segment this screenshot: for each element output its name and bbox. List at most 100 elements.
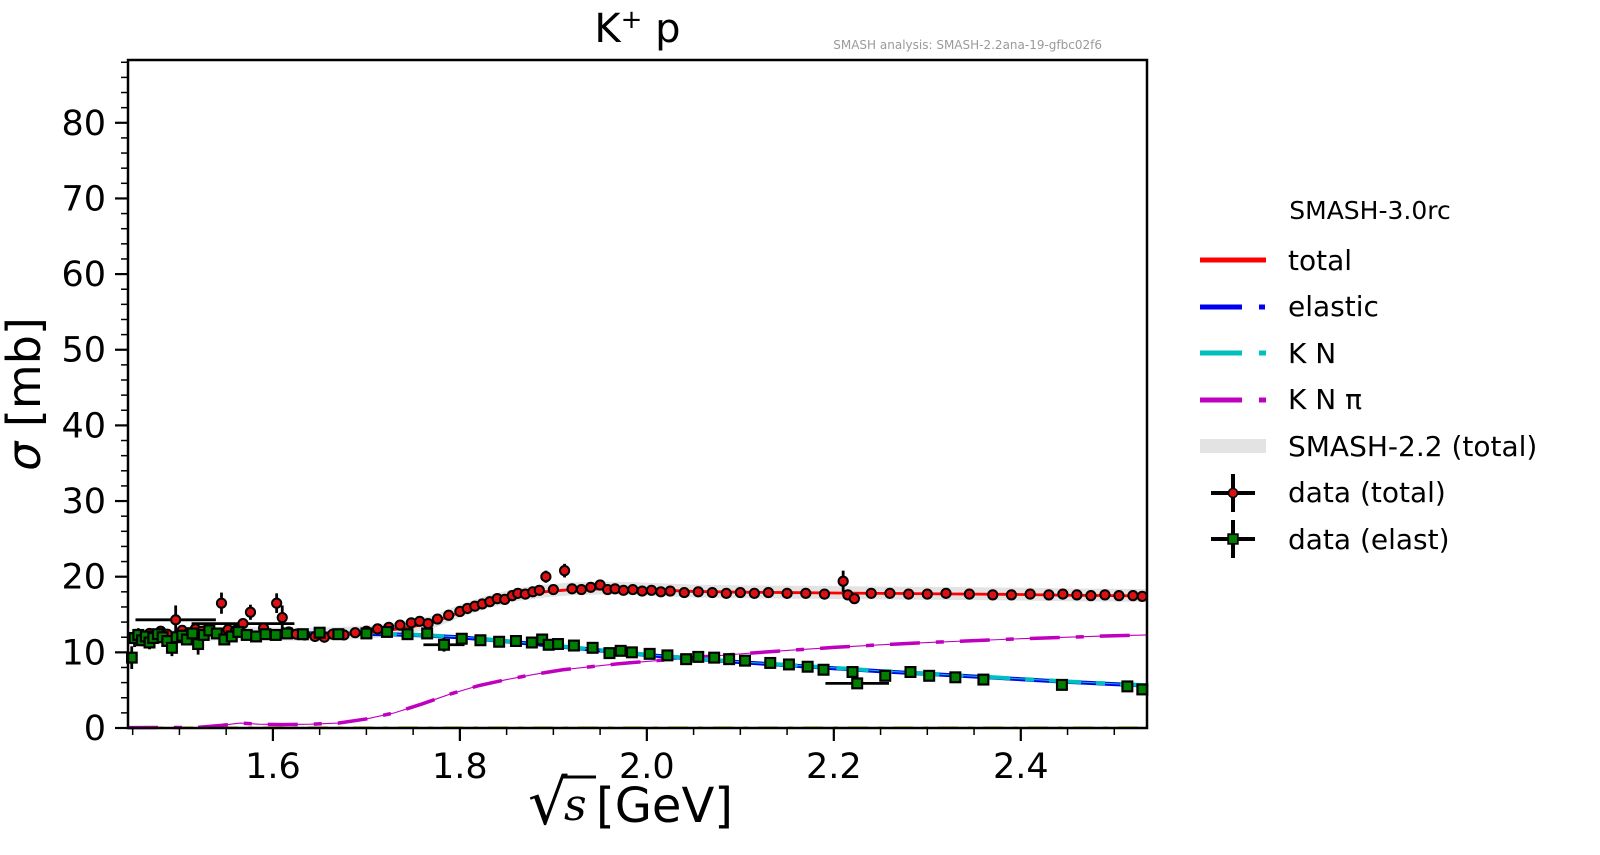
legend-item-total: total [1180, 237, 1580, 284]
x-axis: 1.6 1.8 2.0 2.2 2.4 [131, 728, 1116, 787]
data-point-data-total [1113, 590, 1125, 602]
data-point-data-elast [259, 628, 272, 641]
x-tick-label: 2.0 [619, 747, 675, 787]
data-point-data-total [1099, 589, 1111, 601]
data-point-data-total [244, 606, 257, 618]
legend-label-knpi: K N π [1288, 383, 1362, 417]
y-tick-label: 20 [61, 558, 106, 598]
data-point-data-total [547, 583, 559, 596]
data-point-data-total [575, 583, 588, 596]
data-point-data-total [987, 589, 999, 601]
series-knpi [127, 633, 1148, 730]
data-point-data-elast [437, 638, 450, 651]
x-axis-label: √s [GeV] [528, 766, 733, 839]
legend-title: SMASH-3.0rc [1289, 196, 1451, 225]
data-point-data-elast [421, 627, 434, 640]
data-point-data-elast [817, 663, 830, 676]
data-point-data-elast [525, 636, 538, 649]
data-point-data-elast [186, 627, 199, 640]
y-tick-label: 50 [61, 331, 106, 371]
data-point-data-total [1024, 588, 1036, 600]
x-tick-label: 1.6 [245, 747, 301, 787]
data-point-data-total [533, 584, 545, 596]
data-point-data-total [349, 627, 361, 639]
data-point-data-total [215, 597, 228, 609]
y-tick-label: 60 [61, 255, 106, 295]
legend-label-data-total: data (total) [1288, 476, 1446, 510]
data-point-data-total [1085, 590, 1097, 602]
data-point-data-total [276, 611, 288, 624]
data-point-data-elast [643, 647, 656, 660]
legend-item-data-total: data (total) [1180, 470, 1580, 517]
plot-frame [126, 58, 1149, 730]
data-point-data-elast [680, 653, 693, 666]
x-tick-label: 1.8 [432, 747, 488, 787]
data-point-data-elast [1055, 678, 1068, 691]
y-tick-label: 80 [61, 104, 106, 144]
legend-sample-knpi [1200, 397, 1266, 403]
data-point-data-elast [586, 641, 599, 654]
data-point-data-elast [846, 666, 859, 679]
data-point-data-elast [977, 673, 990, 686]
data-point-data-elast [380, 625, 393, 638]
data-point-data-elast [851, 677, 864, 690]
data-point-data-elast [210, 627, 223, 640]
data-point-data-total [678, 586, 690, 599]
data-point-data-total [372, 623, 384, 635]
data-point-data-elast [904, 666, 917, 679]
data-point-data-elast [708, 651, 721, 664]
legend-sample-elastic [1200, 304, 1266, 310]
data-point-data-elast [296, 628, 309, 641]
data-point-data-total [636, 585, 648, 597]
data-point-data-elast [782, 658, 795, 671]
data-point-data-total [800, 587, 812, 599]
data-point-data-total [431, 613, 444, 625]
data-point-data-elast [280, 627, 293, 640]
legend-rows: total elastic K N K N π SMASH-2.2 (total) dat… [1180, 237, 1580, 563]
legend-item-smash22: SMASH-2.2 (total) [1180, 423, 1580, 470]
data-point-data-elast [493, 635, 506, 648]
data-point-data-elast [1121, 680, 1134, 693]
data-point-data-elast [764, 656, 777, 669]
legend-item-elastic: elastic [1180, 284, 1580, 331]
legend-sample-kn [1200, 350, 1266, 356]
data-point-data-total [566, 583, 578, 595]
data-point-data-total [540, 571, 552, 583]
legend-label-data-elast: data (elast) [1288, 522, 1450, 556]
data-point-data-total [865, 587, 877, 599]
data-point-data-elast [332, 628, 345, 641]
data-point-data-total [903, 588, 915, 600]
legend-sample-data-total [1211, 473, 1255, 512]
legend-sample-total [1200, 257, 1266, 263]
data-point-data-total [921, 588, 933, 600]
data-point-data-elast [360, 627, 373, 640]
legend-label-smash22: SMASH-2.2 (total) [1288, 429, 1538, 463]
data-point-data-elast [552, 638, 565, 651]
data-point-data-total [1057, 588, 1069, 600]
legend-item-data-elast: data (elast) [1180, 516, 1580, 563]
data-point-data-total [627, 583, 639, 596]
legend-item-kn: K N [1180, 330, 1580, 377]
legend-sample-data-elast [1211, 520, 1255, 559]
data-point-data-total [848, 593, 860, 605]
data-point-data-total [1071, 589, 1083, 601]
x-tick-label: 2.2 [806, 747, 862, 787]
data-point-data-elast [165, 641, 178, 654]
legend-label-total: total [1288, 243, 1353, 277]
data-point-data-total [940, 587, 952, 599]
data-point-data-total [443, 609, 455, 621]
data-point-data-elast [603, 647, 616, 660]
data-point-data-total [271, 597, 283, 609]
legend-sample-smash22 [1200, 439, 1266, 454]
data-point-data-total [585, 581, 597, 593]
legend-label-elastic: elastic [1288, 290, 1379, 324]
data-point-data-elast [455, 632, 468, 645]
data-point-data-total [422, 618, 434, 630]
legend-label-kn: K N [1288, 336, 1337, 370]
data-point-data-total [1043, 589, 1055, 601]
data-point-data-total [748, 587, 760, 599]
y-tick-label: 30 [61, 482, 106, 522]
data-point-data-total [706, 586, 718, 599]
data-point-data-elast [509, 635, 522, 648]
svg-text:s: s [564, 780, 587, 831]
